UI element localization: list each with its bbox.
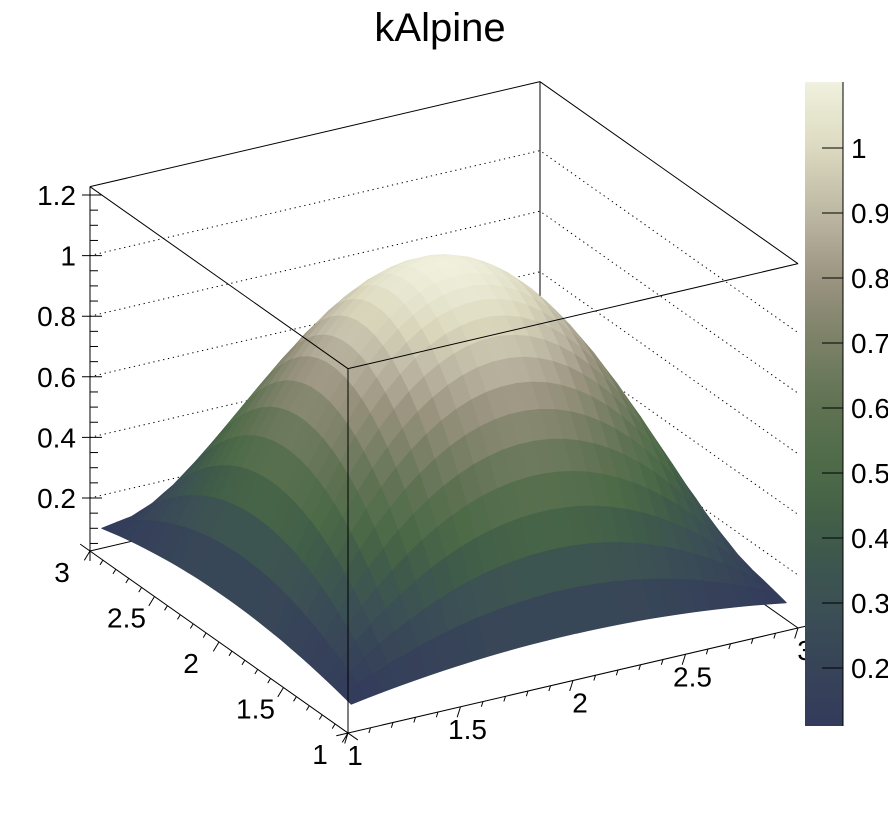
z-axis-tick-label: 0.2 bbox=[37, 483, 76, 514]
y-axis-major-tick bbox=[83, 550, 91, 561]
y-axis-minor-tick bbox=[189, 623, 194, 629]
y-axis-minor-tick bbox=[125, 578, 130, 584]
y-axis-minor-tick bbox=[267, 678, 272, 684]
z-axis-tick-label: 1 bbox=[60, 241, 76, 272]
x-axis-tick-label: 2.5 bbox=[673, 661, 712, 692]
y-axis-minor-tick bbox=[254, 669, 259, 675]
y-axis-minor-tick bbox=[202, 632, 207, 638]
y-axis-tick-label: 2.5 bbox=[107, 603, 146, 634]
y-axis-minor-tick bbox=[164, 605, 168, 611]
x-axis-minor-tick bbox=[548, 685, 551, 692]
x-axis-minor-tick bbox=[750, 638, 754, 644]
x-axis-major-tick bbox=[681, 654, 686, 665]
y-axis-major-tick bbox=[277, 687, 284, 698]
y-axis-minor-tick bbox=[112, 568, 117, 575]
y-axis-minor-tick bbox=[99, 559, 104, 566]
x-axis-minor-tick bbox=[615, 669, 619, 676]
x-axis-minor-tick bbox=[368, 727, 371, 734]
colorbar-tick-label: 0.5 bbox=[851, 458, 888, 489]
x-axis-tick-label: 2 bbox=[572, 688, 588, 719]
x-axis-tick-label: 1.5 bbox=[448, 714, 487, 745]
z-axis-tick-label: 1.2 bbox=[37, 180, 76, 211]
x-axis-minor-tick bbox=[480, 701, 484, 707]
x-axis-minor-tick bbox=[593, 675, 596, 681]
z-axis-tick-label: 0.6 bbox=[37, 362, 76, 393]
x-axis-minor-tick bbox=[660, 659, 664, 665]
y-axis-minor-tick bbox=[306, 705, 310, 711]
chart-title: kAlpine bbox=[374, 6, 506, 50]
z-axis-tick-label: 0.4 bbox=[37, 422, 76, 453]
box-edge bbox=[89, 81, 541, 188]
colorbar-tick-label: 0.9 bbox=[851, 198, 888, 229]
colorbar-tick-label: 0.3 bbox=[851, 588, 888, 619]
colorbar-tick-label: 0.6 bbox=[851, 393, 888, 424]
y-axis-minor-tick bbox=[177, 614, 181, 620]
x-axis-minor-tick bbox=[413, 717, 416, 723]
box-edge bbox=[347, 263, 799, 370]
y-axis-major-tick bbox=[212, 641, 220, 652]
colorbar-tick-label: 0.4 bbox=[851, 523, 888, 554]
colorbar-gradient bbox=[805, 82, 843, 726]
colorbar-tick-label: 1 bbox=[851, 133, 867, 164]
box-edge bbox=[89, 186, 349, 370]
y-axis-major-tick bbox=[148, 596, 155, 607]
y-axis-tick-label: 2 bbox=[183, 648, 199, 679]
y-axis-tick-label: 1.5 bbox=[236, 694, 275, 725]
colorbar-tick-label: 0.2 bbox=[851, 653, 888, 684]
z-axis: 0.2 0.4 0.6 0.8 1 1.2 bbox=[37, 180, 102, 562]
box-edge bbox=[539, 81, 799, 265]
colorbar-tick-label: 0.8 bbox=[851, 263, 888, 294]
y-axis-tick-label: 1 bbox=[312, 739, 328, 770]
x-axis-minor-tick bbox=[638, 664, 641, 671]
y-axis-minor-tick bbox=[331, 723, 336, 729]
x-axis-major-tick bbox=[344, 732, 349, 744]
x-axis-minor-tick bbox=[705, 648, 709, 655]
box-frame-front bbox=[89, 186, 799, 734]
colorbar: 1 0.9 0.8 0.7 0.6 0.5 0.4 0.3 0.2 bbox=[805, 82, 888, 726]
x-axis-minor-tick bbox=[525, 690, 529, 697]
x-axis-minor-tick bbox=[390, 722, 394, 728]
colorbar-tick-label: 0.7 bbox=[851, 328, 888, 359]
y-axis-tick-label: 3 bbox=[54, 557, 70, 588]
y-axis-minor-tick bbox=[241, 659, 246, 666]
y-axis-minor-tick bbox=[293, 696, 297, 702]
y-axis-minor-tick bbox=[228, 650, 233, 657]
x-axis-minor-tick bbox=[503, 696, 506, 702]
y-axis-minor-tick bbox=[318, 714, 323, 720]
y-axis-minor-tick bbox=[138, 587, 143, 593]
surface-mesh bbox=[101, 254, 787, 705]
x-axis-major-tick bbox=[569, 680, 574, 692]
x-axis-minor-tick bbox=[435, 711, 439, 718]
z-axis-tick-label: 0.8 bbox=[37, 301, 76, 332]
x-axis-major-tick bbox=[794, 627, 799, 639]
x-axis-major-tick bbox=[456, 706, 461, 718]
x-axis-minor-tick bbox=[773, 633, 776, 639]
x-axis-tick-label: 1 bbox=[347, 740, 363, 771]
x-axis-minor-tick bbox=[728, 643, 731, 650]
